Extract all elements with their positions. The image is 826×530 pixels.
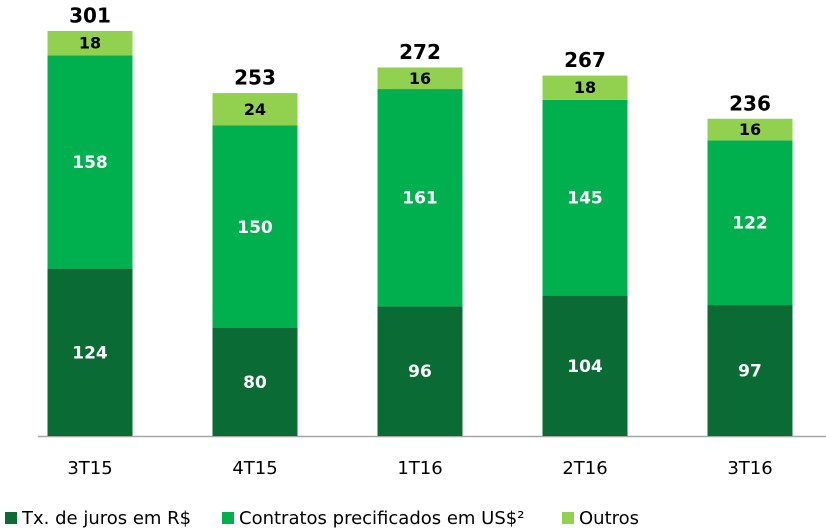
bar-segment bbox=[212, 125, 298, 328]
bar-segment bbox=[47, 55, 133, 269]
bar-segment bbox=[707, 140, 793, 306]
x-tick-label: 3T16 bbox=[727, 458, 772, 479]
bar-segment bbox=[212, 93, 298, 126]
bar-segment bbox=[542, 75, 628, 100]
value-label: 16 bbox=[409, 69, 431, 88]
x-tick-label: 2T16 bbox=[562, 458, 607, 479]
value-label: 80 bbox=[243, 373, 267, 393]
bar-segment bbox=[542, 295, 628, 436]
value-label: 150 bbox=[237, 218, 273, 238]
total-label: 236 bbox=[729, 91, 771, 115]
value-label: 145 bbox=[567, 189, 603, 209]
value-label: 122 bbox=[732, 214, 768, 234]
bar-segment bbox=[707, 305, 793, 436]
bar-segment bbox=[377, 89, 463, 307]
total-label: 301 bbox=[69, 4, 111, 28]
legend-swatch bbox=[5, 512, 17, 524]
bar-segment bbox=[377, 67, 463, 90]
legend-label: Tx. de juros em R$ bbox=[21, 508, 191, 529]
total-label: 253 bbox=[234, 66, 276, 90]
value-label: 104 bbox=[567, 357, 603, 377]
legend-label: Contratos precificados em US$² bbox=[239, 508, 524, 529]
legend-label: Outros bbox=[579, 508, 639, 529]
bar-segment bbox=[212, 328, 298, 436]
value-label: 124 bbox=[72, 343, 108, 363]
value-label: 18 bbox=[79, 34, 101, 53]
total-label: 272 bbox=[399, 40, 441, 64]
value-label: 158 bbox=[72, 153, 108, 173]
value-label: 97 bbox=[738, 362, 762, 382]
bar-segment bbox=[47, 31, 133, 56]
value-label: 161 bbox=[402, 189, 438, 209]
value-label: 16 bbox=[739, 120, 761, 139]
bar-segment bbox=[377, 306, 463, 436]
x-tick-label: 3T15 bbox=[67, 458, 112, 479]
value-label: 24 bbox=[244, 100, 266, 119]
x-tick-label: 4T15 bbox=[232, 458, 277, 479]
bar-segment bbox=[707, 118, 793, 141]
bar-segment bbox=[542, 99, 628, 296]
legend-swatch bbox=[562, 512, 574, 524]
value-label: 96 bbox=[408, 362, 432, 382]
total-label: 267 bbox=[564, 48, 606, 72]
value-label: 18 bbox=[574, 78, 596, 97]
bar-segment bbox=[47, 268, 133, 436]
legend-swatch bbox=[222, 512, 234, 524]
x-tick-label: 1T16 bbox=[397, 458, 442, 479]
